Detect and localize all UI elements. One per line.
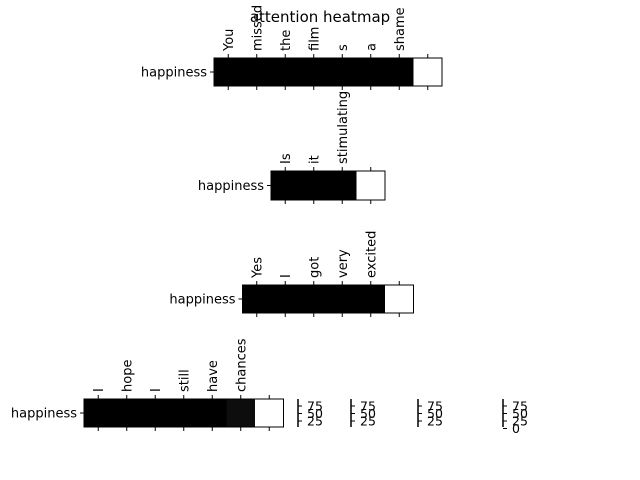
colorbar-tick-label: 50 (427, 406, 443, 421)
heatmap-cell (242, 285, 271, 313)
colorbar-tick-label: 25 (360, 414, 376, 429)
colorbar-tick-label: 25 (427, 414, 443, 429)
colorbar-tick-label: 50 (360, 406, 376, 421)
token-label: have (206, 360, 221, 392)
heatmap-cell (356, 285, 385, 313)
y-tick-label: happiness (198, 179, 264, 194)
token-label: the (279, 30, 294, 51)
y-tick-label: happiness (141, 66, 207, 81)
token-label: I (149, 388, 164, 392)
token-label: s (336, 44, 351, 51)
token-label: a (364, 43, 379, 51)
heatmap-cell (299, 58, 328, 86)
heatmap-cell (214, 58, 243, 86)
chart-title: attention heatmap (250, 8, 390, 26)
heatmap-panel: happiness You missed the film s a shame (141, 5, 443, 90)
heatmap-cell (141, 399, 170, 427)
heatmap-cell (112, 399, 141, 427)
heatmap-cell (271, 285, 300, 313)
heatmap-cell (356, 58, 385, 86)
colorbar-tick-label: 50 (307, 406, 323, 421)
token-label: I (92, 388, 107, 392)
heatmap-cell (271, 58, 300, 86)
heatmap-cell (328, 58, 357, 86)
token-label: hope (120, 360, 135, 392)
token-label: still (177, 369, 192, 392)
token-label: missed (250, 5, 265, 51)
colorbar-tick-label: 75 (307, 399, 323, 414)
colorbar-tick-label: 50 (512, 406, 528, 421)
heatmap-panel: happiness Is it stimulating (198, 91, 386, 204)
token-label: Yes (250, 257, 265, 279)
token-label: shame (393, 7, 408, 51)
token-label: very (336, 249, 351, 278)
colorbar-tick-label: 75 (427, 399, 443, 414)
heatmap-cell (271, 171, 300, 200)
colorbar-tick-label: 25 (307, 414, 323, 429)
y-tick-label: happiness (11, 407, 77, 422)
token-label: it (307, 155, 322, 164)
heatmap-cell (356, 171, 385, 200)
token-label: film (307, 27, 322, 51)
heatmap-cell (385, 285, 414, 313)
heatmap-cell (328, 171, 357, 200)
colorbar-tick-label: 0 (512, 421, 520, 436)
heatmap-cell (84, 399, 113, 427)
colorbar-tick-label: 75 (512, 399, 528, 414)
heatmap-cell (413, 58, 442, 86)
heatmap-cell (242, 58, 271, 86)
heatmap-cell (385, 58, 414, 86)
y-tick-label: happiness (169, 293, 235, 308)
heatmap-cell (328, 285, 357, 313)
heatmap-cell (299, 171, 328, 200)
token-label: Is (279, 153, 294, 164)
token-label: You (222, 29, 237, 52)
token-label: stimulating (336, 91, 351, 164)
token-label: chances (234, 338, 249, 392)
token-label: I (279, 274, 294, 278)
colorbar-tick-label: 75 (360, 399, 376, 414)
heatmap-cell (255, 399, 284, 427)
heatmap-cell (198, 399, 227, 427)
heatmap-cell (299, 285, 328, 313)
token-label: excited (364, 231, 379, 278)
heatmap-cell (169, 399, 198, 427)
token-label: got (307, 257, 322, 278)
colorbar-tick-label: 25 (512, 414, 528, 429)
heatmap-cell (226, 399, 255, 427)
